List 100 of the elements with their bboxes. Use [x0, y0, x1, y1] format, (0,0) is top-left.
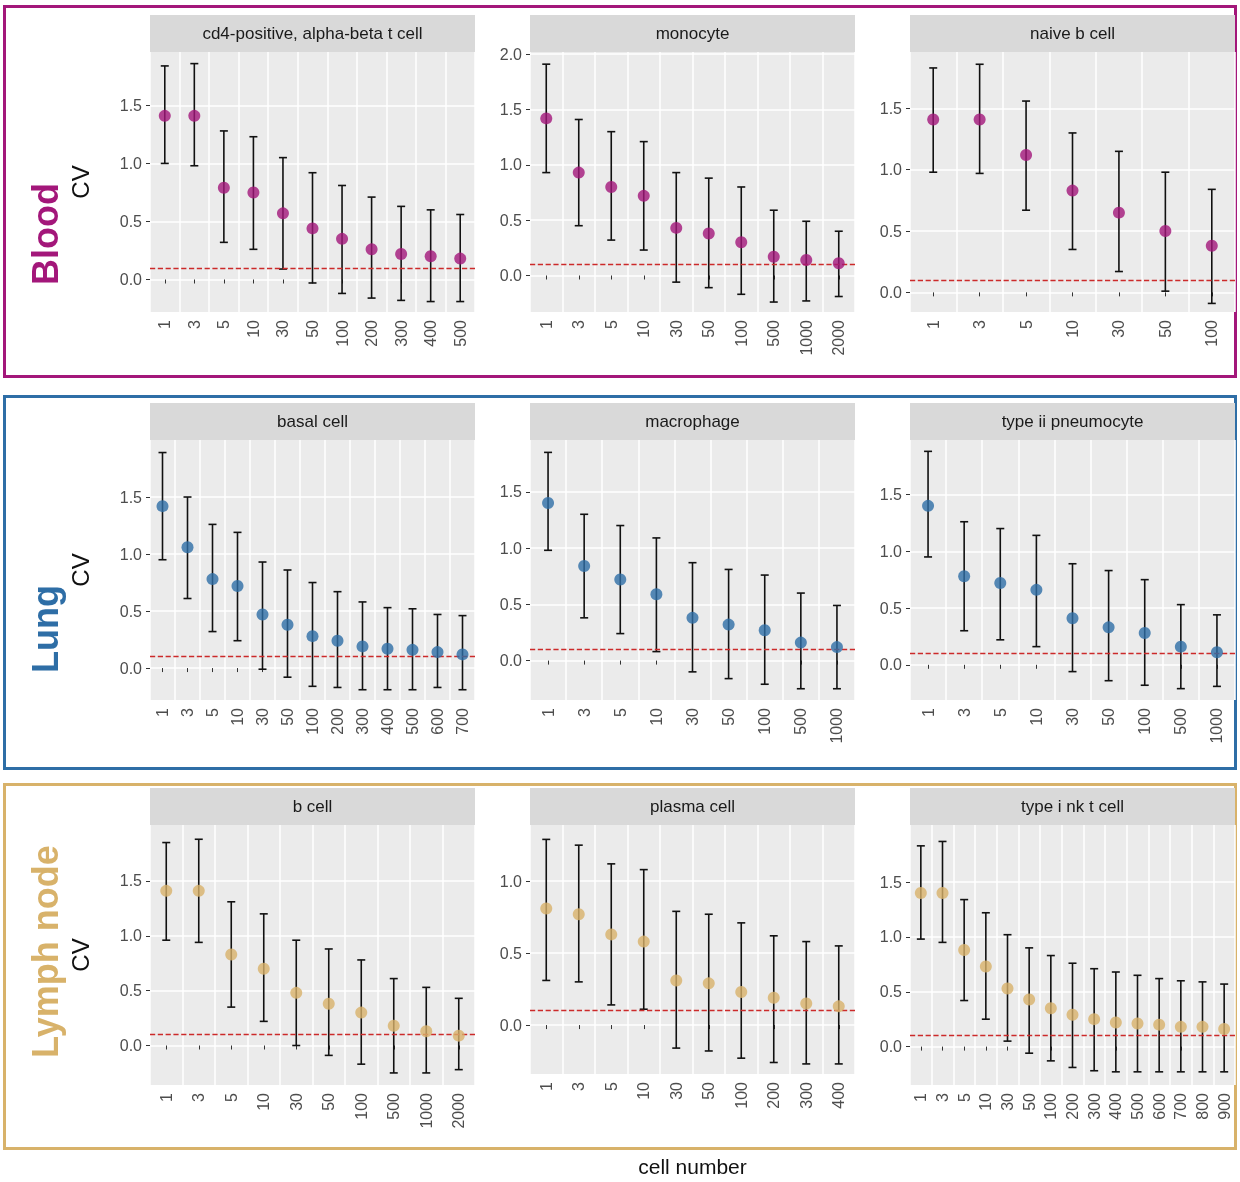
- x-tick-label: 200: [1064, 1092, 1081, 1120]
- point: [306, 222, 319, 235]
- point: [1131, 1017, 1144, 1030]
- y-tick-label: 0.0: [879, 283, 903, 301]
- x-tick-label: 100: [1136, 707, 1154, 735]
- x-tick-label: 100: [333, 319, 351, 347]
- y-tick-label: 1.0: [879, 542, 903, 560]
- x-tick-label: 1: [154, 707, 171, 717]
- point: [572, 166, 585, 179]
- y-tick-label: 0.5: [879, 222, 903, 240]
- point: [322, 997, 335, 1010]
- point: [1210, 646, 1223, 659]
- x-tick-label: 30: [684, 707, 701, 726]
- x-tick-label: 10: [229, 707, 246, 726]
- x-tick-label: 50: [279, 707, 296, 726]
- x-tick-label: 30: [274, 319, 292, 338]
- point: [431, 646, 444, 659]
- y-tick-label: 0.0: [119, 1037, 143, 1055]
- point: [356, 640, 369, 653]
- x-tick-label: 400: [830, 1081, 848, 1109]
- point: [181, 541, 194, 554]
- x-tick-label: 1: [919, 707, 937, 717]
- point: [331, 634, 344, 647]
- point: [406, 643, 419, 656]
- point: [395, 247, 408, 260]
- x-tick-label: 3: [971, 319, 989, 329]
- point: [1102, 621, 1115, 634]
- point: [702, 977, 715, 990]
- point: [922, 499, 935, 512]
- x-tick-label: 2000: [450, 1092, 468, 1129]
- point: [381, 642, 394, 655]
- y-tick-label: 1.0: [499, 156, 523, 174]
- x-tick-label: 5: [955, 1092, 973, 1102]
- point: [605, 180, 618, 193]
- point: [1088, 1013, 1101, 1026]
- y-tick-label: 0.0: [499, 266, 523, 284]
- point: [1023, 993, 1036, 1006]
- x-tick-label: 500: [404, 707, 421, 735]
- point: [456, 648, 469, 661]
- point: [420, 1025, 433, 1038]
- point: [767, 991, 780, 1004]
- point: [256, 608, 269, 621]
- point: [1066, 612, 1079, 625]
- point: [387, 1019, 400, 1032]
- text: Blood: [25, 183, 67, 285]
- y-tick-label: 0.5: [879, 983, 903, 1001]
- chart-title: monocyte: [530, 15, 855, 52]
- point: [800, 997, 813, 1010]
- x-tick-label: 500: [765, 319, 783, 347]
- point: [257, 962, 270, 975]
- chart-title: type ii pneumocyte: [910, 403, 1235, 440]
- point: [225, 948, 238, 961]
- x-tick-label: 50: [700, 319, 718, 338]
- x-tick-label: 10: [255, 1092, 273, 1111]
- point: [605, 928, 618, 941]
- point: [217, 181, 230, 194]
- y-tick-label: 0.5: [499, 211, 523, 229]
- chart-title: basal cell: [150, 403, 475, 440]
- x-tick-label: 1000: [828, 707, 846, 744]
- point: [424, 250, 437, 263]
- x-tick-label: 200: [363, 319, 381, 347]
- x-tick-label: 50: [700, 1081, 718, 1100]
- point: [686, 611, 699, 624]
- point: [650, 588, 663, 601]
- x-tick-label: 500: [451, 319, 469, 347]
- point: [1205, 239, 1218, 252]
- point: [973, 113, 986, 126]
- y-tick-label: 0.5: [499, 944, 523, 962]
- x-tick-label: 1000: [417, 1092, 435, 1129]
- y-tick-label: 0.0: [879, 1038, 903, 1056]
- x-tick-label: 100: [732, 1081, 750, 1109]
- x-tick-label: 500: [1172, 707, 1190, 735]
- x-tick-label: 10: [635, 1081, 653, 1100]
- x-tick-label: 30: [1064, 707, 1081, 726]
- point: [231, 579, 244, 592]
- y-tick-label: 0.5: [119, 212, 143, 230]
- x-tick-label: 400: [379, 707, 396, 735]
- x-tick-label: 100: [352, 1092, 370, 1120]
- y-tick-label: 1.5: [119, 96, 143, 114]
- x-tick-label: 10: [647, 707, 665, 726]
- x-tick-label: 300: [1085, 1092, 1103, 1120]
- x-tick-label: 100: [304, 707, 321, 735]
- point: [702, 227, 715, 240]
- y-tick-label: 0.0: [499, 1016, 523, 1034]
- point: [1153, 1018, 1166, 1031]
- x-tick-label: 10: [244, 319, 262, 338]
- point: [670, 221, 683, 234]
- y-axis-title: CV: [66, 938, 94, 972]
- point: [156, 500, 169, 513]
- y-axis-title: CV: [66, 165, 94, 199]
- x-tick-label: 50: [1020, 1092, 1038, 1111]
- point: [306, 630, 319, 643]
- x-tick-label: 5: [1017, 319, 1035, 329]
- point: [735, 985, 748, 998]
- x-tick-label: 50: [1156, 319, 1174, 338]
- x-tick-label: 3: [185, 319, 203, 329]
- y-tick-label: 1.0: [119, 545, 143, 563]
- y-tick-label: 0.5: [119, 602, 143, 620]
- y-tick-label: 0.5: [879, 599, 903, 617]
- point: [637, 189, 650, 202]
